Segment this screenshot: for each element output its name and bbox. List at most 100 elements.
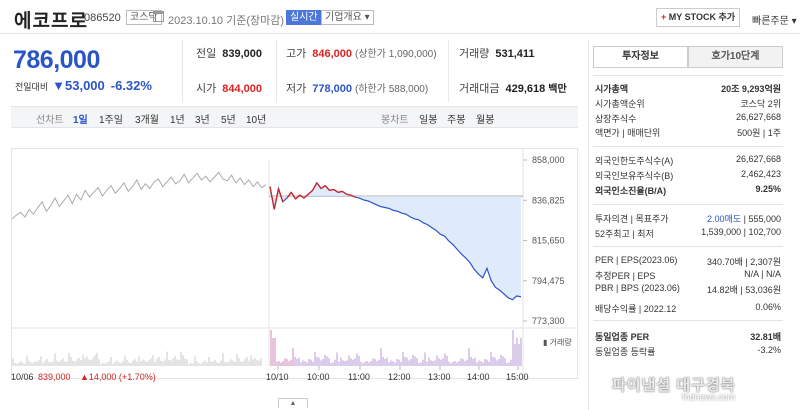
info-label: 외국인소진율(B/A): [595, 186, 667, 196]
change-value: ▼53,000: [52, 78, 105, 93]
intraday-up-segment: [337, 190, 343, 193]
prev-close-value: 839,000: [222, 48, 263, 60]
info-value: 코스닥 2위: [740, 99, 781, 109]
intraday-up-segment: [320, 185, 326, 190]
tab-monthly[interactable]: 월봉: [476, 115, 495, 126]
info-label: 시가총액순위: [595, 99, 645, 109]
info-label: 액면가 | 매매단위: [595, 128, 661, 138]
tab-10year[interactable]: 10년: [246, 115, 267, 126]
prev-day-line: [11, 171, 267, 220]
x-tick-label: 10:00: [307, 372, 330, 382]
stock-code: 086520: [84, 12, 121, 24]
info-row: 시가총액 20조 9,293억원: [595, 82, 781, 95]
fast-order-button[interactable]: 빠른주문 ▾: [752, 16, 797, 27]
tab-3year[interactable]: 3년: [195, 115, 210, 126]
intraday-up-segment: [286, 191, 292, 199]
volume-label: 거래량: [459, 48, 490, 60]
tab-orderbook[interactable]: 호가10단계: [688, 46, 783, 68]
info-label: PBR | BPS (2023.06): [595, 283, 680, 293]
open-label: 시가: [196, 83, 217, 95]
y-tick-label: 773,300: [532, 316, 565, 326]
info-value: 14.82배 | 53,036원: [707, 285, 781, 295]
info-row: 외국인보유주식수(B) 2,462,423: [595, 169, 781, 182]
trade-value-unit: 백만: [548, 84, 567, 95]
intraday-up-segment: [295, 194, 301, 200]
intraday-up-segment: [341, 190, 347, 195]
tab-3month[interactable]: 3개월: [135, 115, 159, 126]
tab-daily[interactable]: 일봉: [419, 115, 438, 126]
tab-1day[interactable]: 1일: [73, 115, 88, 126]
info-row: 52주최고 | 최저 1,539,000 | 102,700: [595, 227, 781, 240]
chart-expand-button[interactable]: ▲: [278, 398, 308, 408]
y-tick-label: 836,825: [532, 195, 565, 205]
info-divider: [593, 75, 783, 76]
info-label: PER | EPS(2023.06): [595, 255, 678, 265]
watermark-logo: 파이낸셜 대구경북: [612, 377, 736, 394]
stock-name: 에코프로: [14, 11, 88, 32]
tab-invest-info[interactable]: 투자정보: [593, 46, 688, 68]
volume-label: ▮ 거래량: [543, 337, 572, 347]
info-row: PER | EPS(2023.06) 340.70배 | 2,307원: [595, 255, 781, 268]
intraday-up-segment: [329, 188, 334, 192]
tab-1week[interactable]: 1주일: [99, 115, 123, 126]
intraday-up-segment: [277, 188, 284, 203]
tab-1year[interactable]: 1년: [170, 115, 185, 126]
price-chart[interactable]: 858,000 836,825 815,650 794,475 773,300 ▮ 거래량…: [11, 148, 578, 383]
info-value: 500원 | 1주: [737, 128, 781, 138]
y-tick-label: 794,475: [532, 276, 565, 286]
low-label: 저가: [286, 83, 307, 95]
intraday-up-segment: [303, 193, 309, 199]
info-label: 동일업종 등락률: [595, 347, 656, 357]
change-pct: -6.32%: [110, 78, 152, 93]
x-tick-label: 10/10: [266, 372, 289, 382]
info-row: 투자의견 | 목표주가 2.00매도 | 555,000: [595, 212, 781, 225]
info-value: 26,627,668: [735, 154, 781, 164]
info-value: 2.00매도 | 555,000: [707, 214, 781, 224]
divider: [448, 40, 449, 102]
intraday-up-segment: [311, 182, 318, 191]
info-row: 시가총액순위 코스닥 2위: [595, 97, 781, 110]
x-tick-label: 12:00: [388, 372, 411, 382]
intraday-up-segment: [350, 194, 356, 198]
info-value: N/A | N/A: [744, 269, 781, 279]
trade-value: 429,618: [505, 83, 546, 95]
info-row: 배당수익률 | 2022.12 0.06%: [595, 302, 781, 315]
add-mystock-button[interactable]: + MY STOCK 추가: [656, 8, 740, 27]
tab-weekly[interactable]: 주봉: [447, 115, 466, 126]
info-value: 32.81배: [750, 332, 781, 342]
info-value: 0.06%: [755, 302, 781, 312]
change-label: 전일대비: [15, 82, 49, 92]
live-tag[interactable]: 실시간: [286, 10, 322, 25]
low-value: 778,000: [312, 83, 353, 95]
info-value: 26,627,668: [735, 112, 781, 122]
price-chart-svg[interactable]: 858,000 836,825 815,650 794,475 773,300 ▮ 거래량…: [11, 148, 578, 383]
intraday-area: [270, 182, 521, 300]
info-divider: [593, 246, 783, 247]
tab-5year[interactable]: 5년: [221, 115, 236, 126]
info-row: 외국인소진율(B/A) 9.25%: [595, 184, 781, 197]
info-row: 액면가 | 매매단위 500원 | 1주: [595, 126, 781, 139]
x-tick-label: 15:00: [506, 372, 529, 382]
intraday-up-segment: [333, 188, 339, 193]
calendar-icon: [153, 11, 164, 22]
info-label: 동일업종 PER: [595, 332, 650, 342]
trade-value-label: 거래대금: [459, 83, 500, 95]
x-tick-label: 11:00: [348, 372, 370, 382]
info-label: 추정PER | EPS: [595, 271, 656, 281]
current-price: 786,000: [13, 46, 100, 74]
upper-limit: (상한가 1,090,000): [355, 49, 437, 60]
period-tabs: 선차트 1일 1주일 3개월 1년 3년 5년 10년 봉차트 일봉 주봉 월봉: [11, 106, 578, 128]
divider: [276, 40, 277, 102]
intraday-up-segment: [316, 182, 322, 189]
high-value: 846,000: [312, 48, 353, 60]
company-overview-button[interactable]: 기업개요 ▾: [321, 10, 374, 25]
info-label: 외국인한도주식수(A): [595, 156, 674, 166]
info-value: 9.25%: [755, 184, 781, 194]
volume-value: 531,411: [495, 48, 535, 60]
lower-limit: (하한가 588,000): [355, 84, 429, 95]
watermark-url: fndnews.com: [682, 392, 736, 402]
intraday-up-segment: [307, 189, 313, 195]
info-divider: [593, 146, 783, 147]
info-value: 20조 9,293억원: [721, 84, 781, 94]
